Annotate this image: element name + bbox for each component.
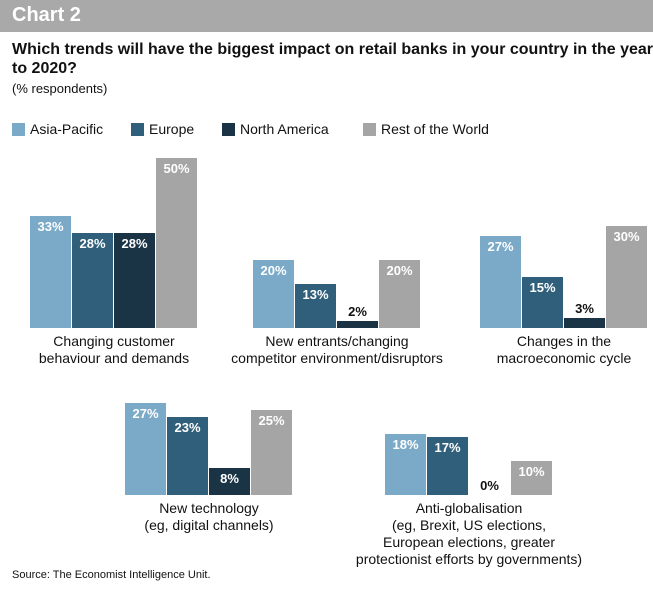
category-label: New entrants/changing competitor environ… <box>231 333 443 366</box>
value-label: 27% <box>487 239 514 255</box>
value-label: 50% <box>163 161 190 176</box>
legend-label: Asia-Pacific <box>30 121 104 137</box>
bar <box>522 277 563 328</box>
value-label: 25% <box>258 413 285 428</box>
legend-label: Europe <box>149 121 195 137</box>
category-label: Changing customer behaviour and demands <box>38 333 190 366</box>
bar <box>30 215 71 328</box>
value-label: 20% <box>260 263 287 278</box>
legend-label: North America <box>240 121 329 137</box>
value-label: 3% <box>575 300 594 316</box>
legend-swatch <box>131 122 144 136</box>
value-label: 13% <box>302 286 329 302</box>
value-label: 0% <box>480 478 499 493</box>
bar <box>125 403 166 495</box>
legend-item: North America <box>222 121 329 137</box>
bar <box>114 232 155 328</box>
legend-swatch <box>222 122 235 136</box>
bar <box>606 226 647 328</box>
value-label: 20% <box>386 263 413 278</box>
bar <box>480 236 521 328</box>
unit-note: (% respondents) <box>12 81 108 96</box>
value-label: 10% <box>518 464 545 479</box>
value-label: 33% <box>37 218 64 234</box>
legend-item: Europe <box>131 121 194 137</box>
category-label: New technology (eg, digital channels) <box>144 500 274 533</box>
bar <box>167 416 208 495</box>
bar <box>337 321 378 328</box>
legend-swatch <box>363 122 376 136</box>
legend-item: Asia-Pacific <box>12 121 103 137</box>
value-label: 18% <box>392 436 419 452</box>
source: Source: The Economist Intelligence Unit. <box>12 569 211 581</box>
bar <box>251 410 292 495</box>
header-bar <box>0 0 653 32</box>
legend-label: Rest of the World <box>381 121 489 137</box>
bar <box>295 283 336 328</box>
value-label: 28% <box>79 235 106 251</box>
bar <box>427 437 468 495</box>
bar <box>385 433 426 495</box>
value-label: 2% <box>348 304 367 320</box>
value-label: 8% <box>220 470 239 486</box>
bar <box>72 232 113 328</box>
value-label: 28% <box>121 235 148 251</box>
value-label: 27% <box>132 406 159 422</box>
bar <box>209 467 250 495</box>
bar <box>564 317 605 328</box>
legend-swatch <box>12 122 25 136</box>
value-label: 23% <box>174 419 201 435</box>
category-label: Anti-globalisation (eg, Brexit, US elect… <box>355 500 583 567</box>
category-label: Changes in the macroeconomic cycle <box>496 333 632 366</box>
chart-subtitle: Which trends will have the biggest impac… <box>12 41 653 77</box>
legend-item: Rest of the World <box>363 121 489 137</box>
value-label: 30% <box>613 229 640 244</box>
bar <box>253 260 294 328</box>
value-label: 17% <box>434 440 461 456</box>
value-label: 15% <box>529 280 556 295</box>
chart-title: Chart 2 <box>12 4 81 26</box>
bar <box>156 158 197 328</box>
bar <box>379 260 420 328</box>
bar <box>511 461 552 495</box>
